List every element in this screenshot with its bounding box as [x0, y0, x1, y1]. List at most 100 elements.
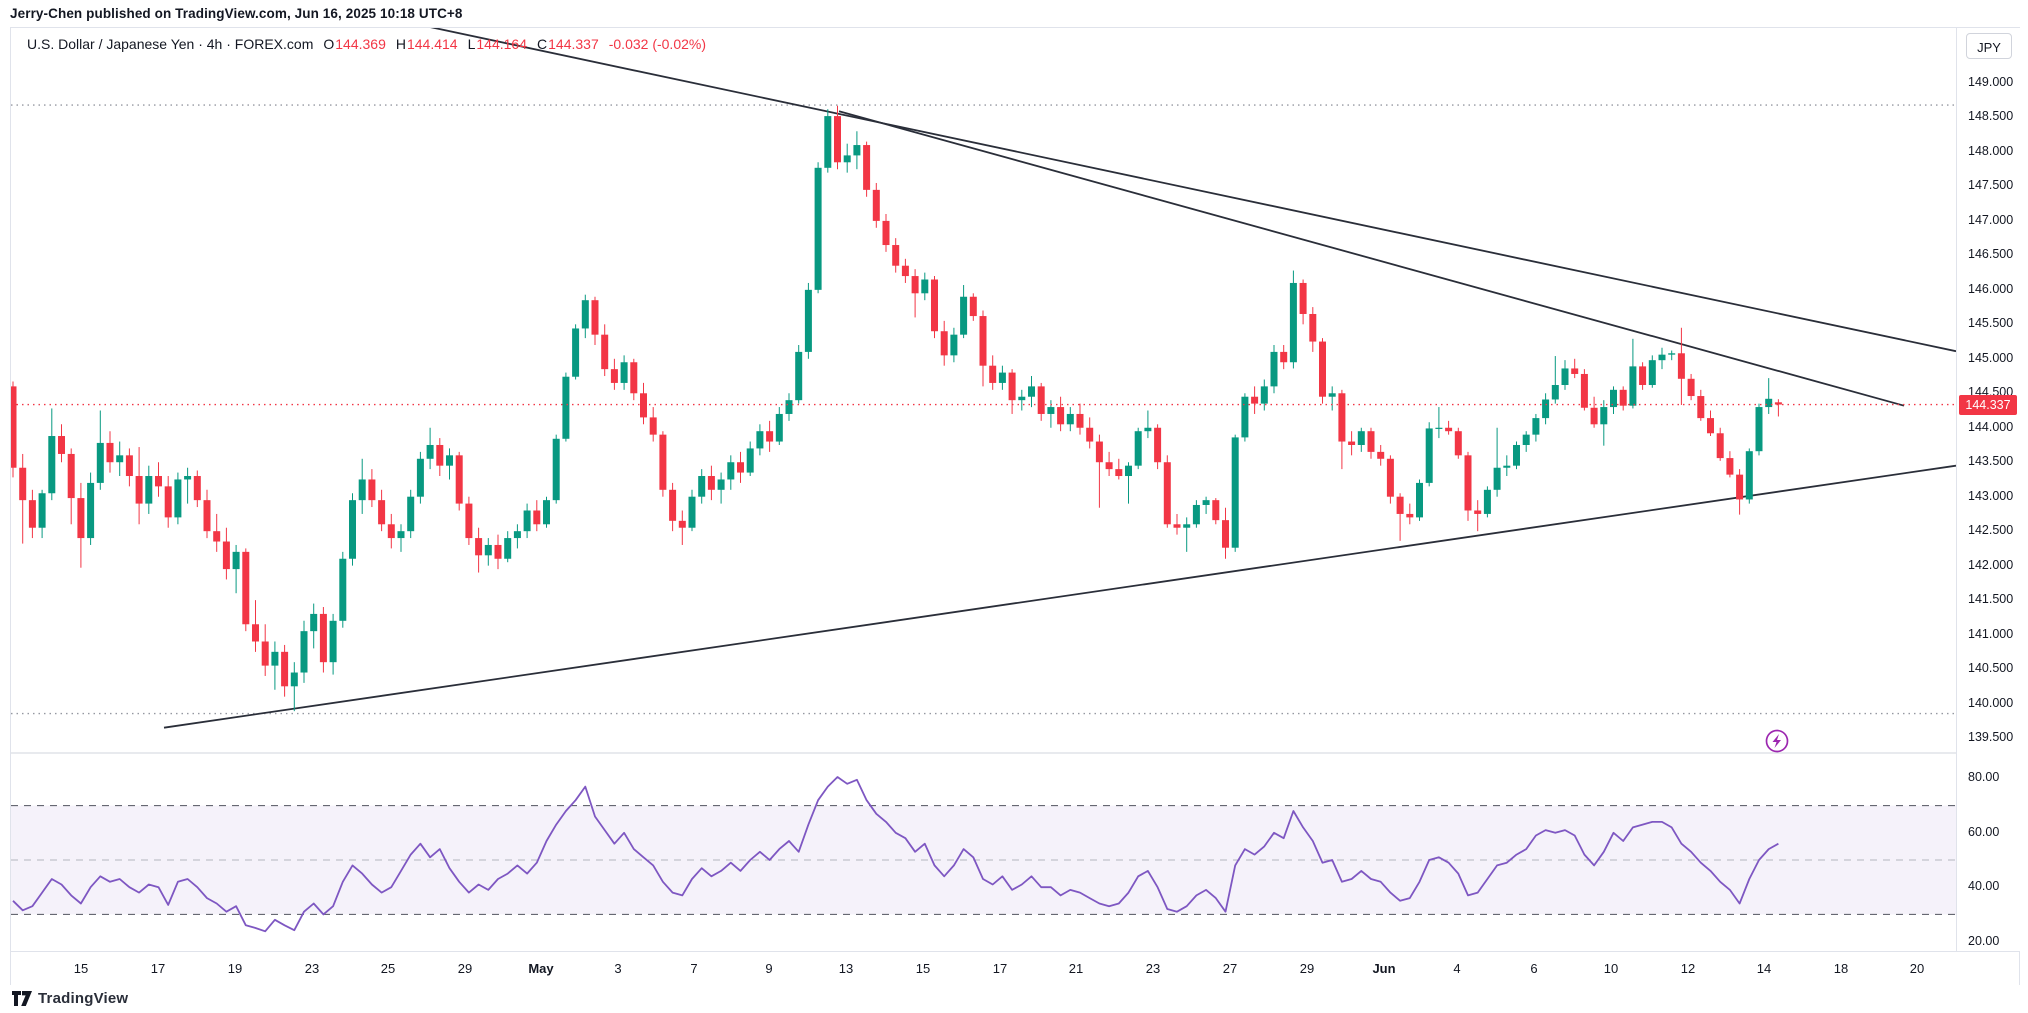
candle-body	[669, 489, 677, 521]
candle-body	[1697, 396, 1705, 419]
candle-body	[1551, 385, 1559, 400]
candle-body	[1260, 386, 1268, 404]
candle-body	[368, 479, 376, 501]
candle-body	[213, 531, 221, 542]
time-axis-label: 10	[1603, 961, 1619, 976]
time-axis-label: 6	[1530, 961, 1538, 976]
ascending-support[interactable]	[163, 464, 1957, 729]
candle-body	[1629, 366, 1637, 406]
time-axis-month-label: May	[528, 961, 554, 976]
candle-body	[1561, 368, 1569, 386]
lightning-bolt-icon	[1772, 734, 1781, 748]
candle-body	[1066, 413, 1074, 425]
ohlc-value: 144.164	[476, 36, 527, 52]
ohlc-key: C	[537, 36, 548, 52]
price-axis-label: 143.500	[1968, 454, 2014, 469]
candle-body	[455, 455, 463, 504]
candle-body	[1241, 396, 1249, 438]
candle-body	[9, 386, 17, 468]
price-axis-label: 141.500	[1968, 592, 2014, 607]
candle-body	[853, 145, 861, 156]
time-axis[interactable]: 15 17 19 23 25 29 May 3 7 9 13 15 17 21 23 27 29 Jun 4 6 10 1…	[11, 951, 2019, 986]
candle-body	[475, 538, 483, 556]
candle-body	[843, 155, 851, 163]
candle-body	[795, 351, 803, 401]
candle-body	[1610, 389, 1617, 408]
candle-body	[814, 167, 822, 290]
candle-body	[678, 520, 686, 528]
candle-body	[145, 476, 153, 504]
candle-body	[1474, 510, 1482, 514]
currency-unit-button[interactable]: JPY	[1966, 33, 2012, 59]
candle-body	[698, 476, 706, 497]
candle-body	[737, 462, 744, 473]
candle-body	[901, 265, 909, 277]
candle-body	[446, 455, 453, 466]
price-axis-label: 141.000	[1968, 626, 2014, 641]
candle-body	[562, 376, 570, 439]
candle-body	[319, 613, 327, 663]
candle-body	[1037, 386, 1045, 414]
candle-body	[155, 476, 162, 487]
candle-body	[1222, 520, 1229, 548]
candle-body	[1328, 393, 1336, 397]
candle-body	[1745, 451, 1753, 500]
candle-body	[1600, 407, 1608, 425]
candle-body	[1134, 431, 1142, 466]
last-price-badge: 144.337	[1959, 394, 2017, 415]
candle-body	[1736, 474, 1744, 500]
price-axis-label: 142.000	[1968, 557, 2014, 572]
tradingview-logo[interactable]: TradingView	[12, 990, 128, 1007]
candle-body	[1086, 427, 1094, 442]
chart-plot-area[interactable]: U.S. Dollar / Japanese Yen · 4h · FOREX.…	[9, 10, 1957, 951]
candle-body	[300, 631, 308, 673]
price-axis-label: 148.500	[1968, 109, 2014, 124]
ohlc-value: 144.414	[406, 36, 458, 52]
candle-body	[1299, 282, 1307, 314]
candle-body	[1435, 427, 1443, 429]
ohlc-values: O144.369 H144.414 L144.164 C144.337	[313, 36, 598, 52]
candle-body	[329, 620, 337, 663]
price-axis[interactable]: JPY 149.000 148.500 148.000 147.500 147.000 1…	[1956, 28, 2020, 951]
time-axis-label: 3	[614, 961, 622, 976]
candle-body	[1338, 393, 1346, 442]
candle-body	[620, 362, 628, 383]
change-value: -0.032 (-0.02%)	[608, 36, 707, 52]
footer-bar: TradingView	[0, 985, 2028, 1013]
price-axis-label: 140.500	[1968, 661, 2014, 676]
price-axis-label: 146.500	[1968, 247, 2014, 262]
symbol-title[interactable]: U.S. Dollar / Japanese Yen · 4h · FOREX.…	[27, 36, 314, 52]
descending-resistance-outer[interactable]	[355, 10, 1957, 353]
candle-body	[67, 453, 75, 499]
candle-body	[339, 558, 347, 621]
candle-body	[892, 245, 900, 266]
candle-body	[1192, 504, 1200, 525]
candle-body	[1580, 373, 1588, 408]
candle-body	[931, 279, 938, 332]
candle-body	[1018, 396, 1026, 401]
candle-body	[1280, 351, 1288, 363]
chart-canvas[interactable]	[9, 10, 1957, 951]
candle-body	[1105, 462, 1113, 470]
candle-body	[261, 641, 269, 666]
candle-body	[164, 486, 172, 518]
candle-body	[1231, 437, 1239, 548]
symbol-legend[interactable]: U.S. Dollar / Japanese Yen · 4h · FOREX.…	[27, 36, 706, 52]
candle-body	[1425, 428, 1433, 483]
lightning-idea-button[interactable]	[1765, 729, 1789, 753]
rsi-axis-label: 40.00	[1968, 879, 2000, 894]
candle-body	[349, 500, 356, 559]
candle-body	[1677, 353, 1685, 379]
candle-body	[281, 651, 289, 687]
candle-body	[659, 434, 667, 490]
candle-body	[310, 613, 318, 632]
candle-body	[193, 476, 201, 501]
rsi-axis-label: 60.00	[1968, 824, 2000, 839]
candle-body	[116, 455, 124, 463]
candle-body	[834, 116, 841, 163]
candle-body	[290, 672, 298, 687]
candle-body	[1008, 372, 1016, 401]
time-axis-label: 14	[1756, 961, 1772, 976]
descending-resistance-inner[interactable]	[838, 110, 1905, 407]
candle-body	[649, 417, 657, 435]
